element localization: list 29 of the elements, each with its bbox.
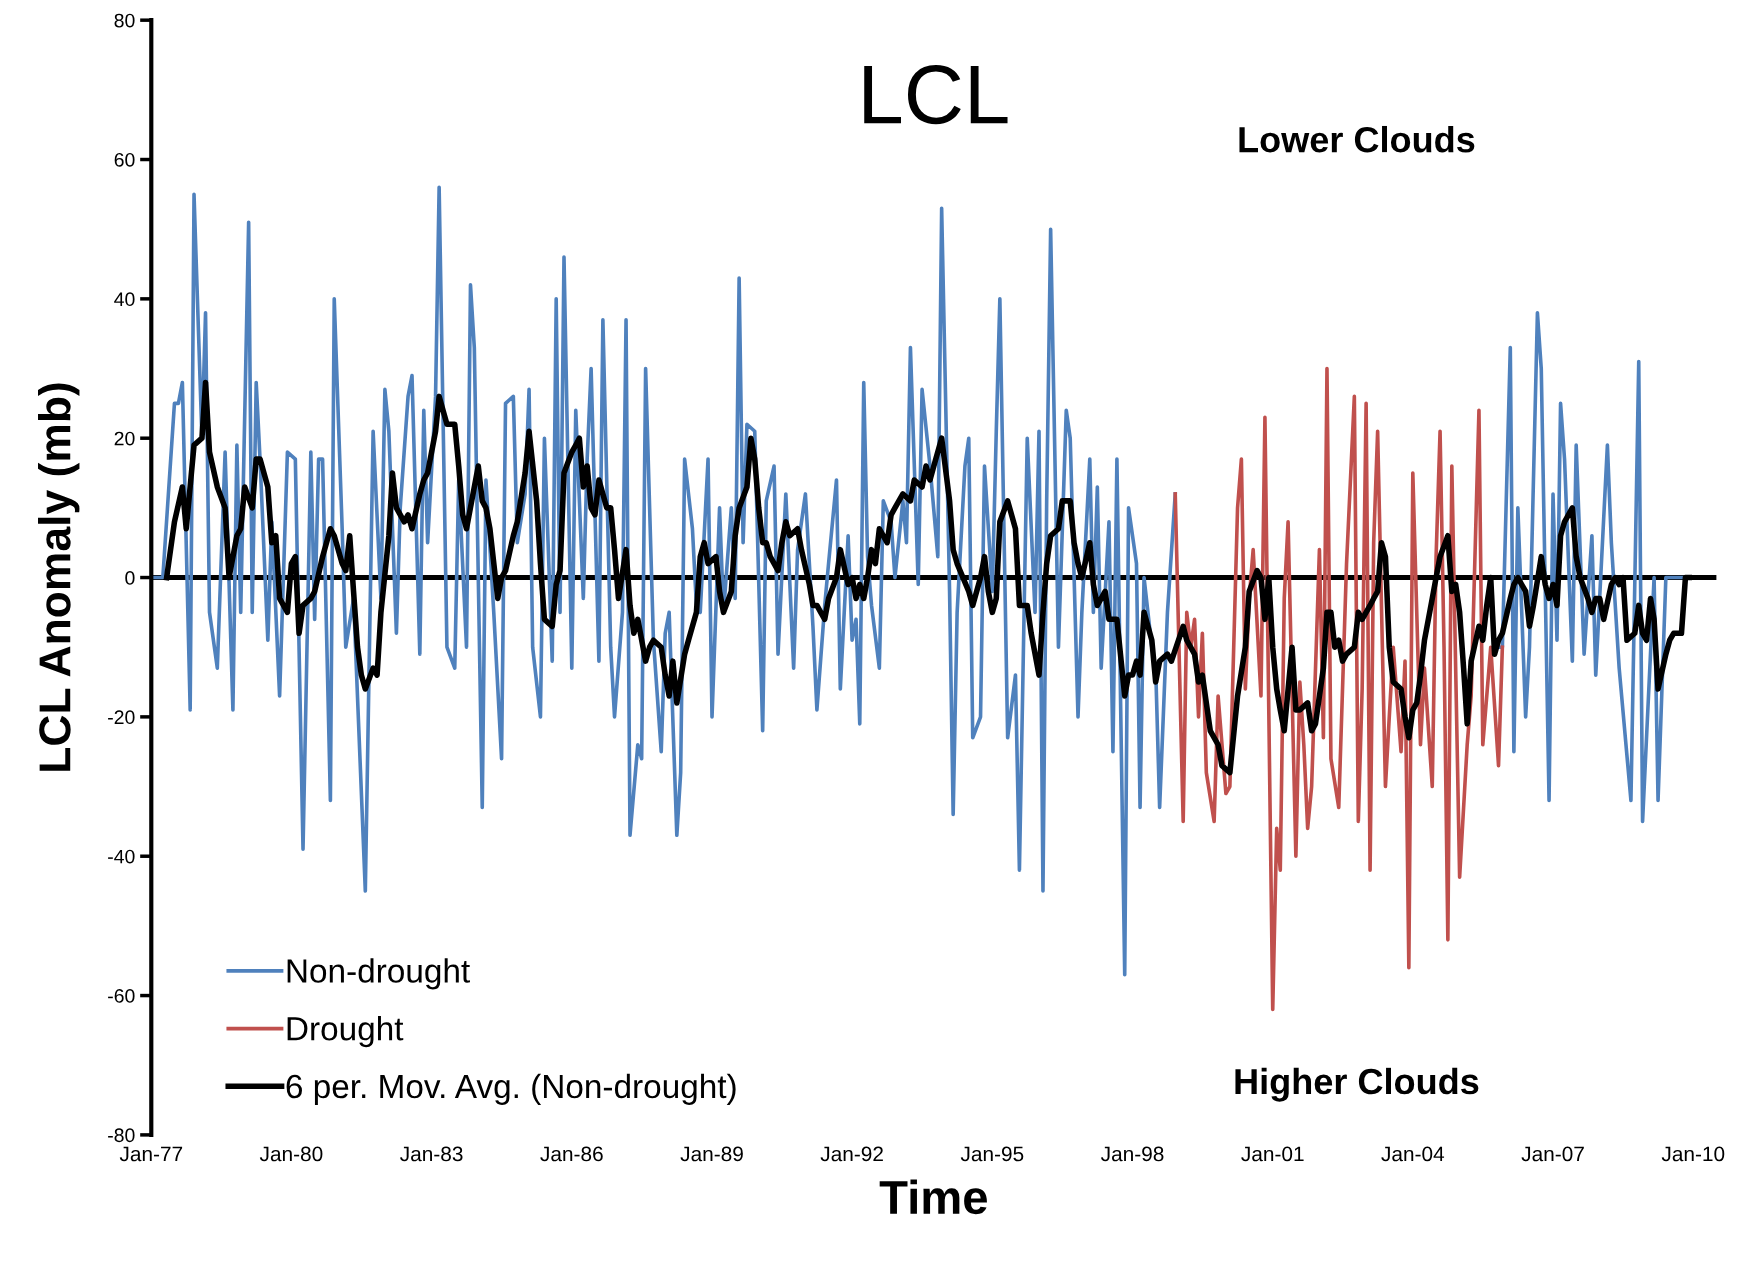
x-tick-label: Jan-86 bbox=[540, 1146, 603, 1162]
x-tick-label: Jan-89 bbox=[680, 1146, 743, 1162]
x-tick-label: Jan-80 bbox=[259, 1146, 323, 1162]
x-tick-label: Jan-01 bbox=[1241, 1146, 1304, 1162]
x-tick-label: Jan-83 bbox=[400, 1146, 463, 1162]
y-tick-label: 60 bbox=[114, 152, 135, 167]
x-axis-title: Time bbox=[879, 1179, 987, 1215]
y-tick-label: -80 bbox=[108, 1128, 135, 1143]
annotation: Higher Clouds bbox=[1235, 1067, 1479, 1102]
x-tick-label: Jan-95 bbox=[960, 1146, 1024, 1162]
y-tick-label: 40 bbox=[114, 292, 135, 307]
y-tick-label: -20 bbox=[108, 710, 135, 725]
legend-label: 6 per. Mov. Avg. (Non-drought) bbox=[286, 1073, 736, 1105]
y-tick-label: -60 bbox=[108, 989, 135, 1003]
x-tick-label: Jan-98 bbox=[1101, 1146, 1164, 1162]
y-tick-label: -40 bbox=[108, 849, 135, 864]
x-tick-label: Jan-07 bbox=[1521, 1146, 1584, 1162]
annotation: Lower Clouds bbox=[1239, 125, 1475, 153]
y-axis-title: LCL Anomaly (mb) bbox=[38, 383, 80, 771]
y-tick-label: 20 bbox=[114, 431, 135, 446]
chart-title: LCL bbox=[864, 65, 1008, 125]
legend-label: Non-drought bbox=[287, 958, 470, 990]
x-tick-label: Jan-04 bbox=[1381, 1146, 1445, 1162]
x-tick-label: Jan-10 bbox=[1661, 1146, 1725, 1162]
x-tick-label: Jan-77 bbox=[119, 1146, 183, 1162]
y-tick-label: 80 bbox=[114, 13, 135, 28]
legend-label: Drought bbox=[287, 1016, 404, 1048]
y-tick-label: 0 bbox=[125, 571, 135, 585]
x-tick-label: Jan-92 bbox=[820, 1146, 883, 1162]
